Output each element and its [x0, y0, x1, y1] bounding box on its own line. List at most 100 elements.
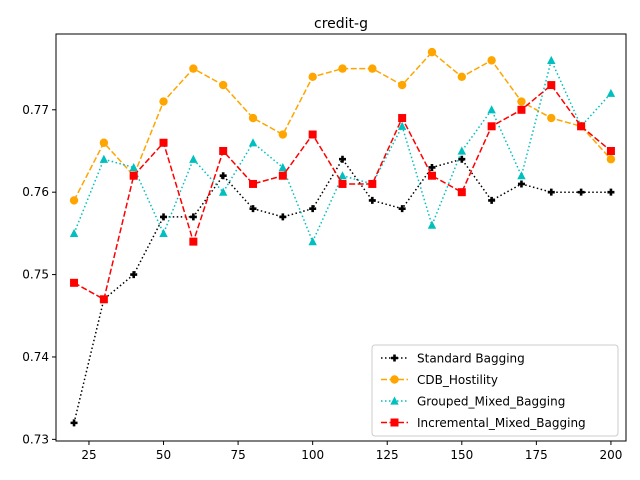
data-point [517, 180, 525, 188]
data-point [458, 155, 466, 163]
data-point [547, 55, 556, 64]
x-tick-label: 200 [599, 448, 622, 462]
data-point [189, 154, 198, 163]
data-point [308, 72, 317, 82]
y-tick-label: 0.76 [22, 185, 49, 199]
data-point [308, 130, 317, 139]
legend: Standard Bagging CDB_Hostility Grouped_Mix… [371, 344, 619, 437]
data-point [159, 138, 168, 147]
legend-marker-grouped-mixed-bagging [390, 396, 399, 405]
series-standard-bagging [70, 155, 615, 427]
data-point [517, 105, 526, 114]
data-point [130, 271, 138, 279]
data-point [487, 122, 496, 131]
legend-marker-standard-bagging [391, 354, 398, 362]
data-point [368, 179, 377, 188]
data-point [338, 155, 346, 163]
x-tick-label: 175 [525, 448, 548, 462]
legend-label-grouped-mixed-bagging: Grouped_Mixed_Bagging [417, 395, 565, 409]
data-point [606, 155, 616, 164]
data-point [577, 188, 585, 196]
data-point [457, 146, 467, 155]
data-point [249, 205, 257, 213]
data-point [99, 138, 109, 147]
x-axis: 25 50 75 100 125 150 175 200 [81, 441, 622, 462]
data-point [219, 146, 228, 155]
data-point [248, 113, 258, 123]
data-point [218, 80, 228, 90]
data-point [368, 196, 376, 204]
data-point [427, 47, 437, 57]
x-tick-label: 75 [230, 448, 245, 462]
data-point [189, 237, 198, 246]
data-point [278, 130, 288, 139]
data-point [338, 171, 347, 180]
data-point [398, 114, 407, 123]
data-point [159, 228, 168, 237]
y-tick-label: 0.75 [22, 268, 49, 282]
data-point [278, 162, 288, 172]
data-point [99, 154, 109, 163]
data-point [457, 188, 466, 197]
data-point [70, 278, 79, 287]
data-point [219, 172, 227, 180]
data-point [99, 295, 108, 304]
plot-series [69, 47, 616, 427]
data-point [517, 97, 526, 106]
data-point [606, 146, 615, 155]
data-point [397, 121, 407, 130]
y-tick-label: 0.74 [22, 350, 49, 364]
series-incremental-mixed-bagging [70, 81, 615, 304]
legend-box [371, 344, 619, 437]
data-point [517, 171, 526, 180]
data-point [547, 81, 556, 90]
data-point [308, 237, 317, 246]
y-tick-label: 0.77 [22, 103, 49, 117]
data-point [189, 64, 198, 73]
data-point [249, 179, 258, 188]
y-tick-label: 0.73 [22, 432, 49, 446]
chart-title: credit-g [314, 16, 368, 32]
legend-marker-incremental-mixed-bagging [390, 418, 399, 427]
x-tick-label: 25 [81, 448, 96, 462]
data-point [338, 179, 347, 188]
data-point [129, 171, 138, 180]
x-tick-label: 50 [156, 448, 171, 462]
data-point [160, 213, 168, 221]
data-point [69, 196, 79, 205]
legend-marker-cdb-hostility [390, 375, 399, 384]
data-point [368, 64, 377, 73]
legend-label-cdb-hostility: CDB_Hostility [417, 373, 498, 387]
data-point [577, 122, 586, 131]
data-point [427, 220, 437, 229]
data-point [487, 105, 496, 114]
data-point [488, 196, 496, 204]
data-point [159, 97, 168, 106]
data-point [397, 80, 407, 90]
data-point [218, 187, 228, 196]
x-tick-label: 125 [376, 448, 399, 462]
legend-label-incremental-mixed-bagging: Incremental_Mixed_Bagging [417, 416, 586, 430]
data-point [398, 205, 406, 213]
data-point [70, 419, 78, 427]
data-point [427, 171, 436, 180]
data-point [248, 138, 258, 147]
data-point [278, 171, 287, 180]
plot-frame [55, 33, 627, 442]
data-point [487, 56, 496, 65]
data-point [606, 88, 616, 97]
data-point [69, 228, 79, 237]
x-tick-label: 100 [301, 448, 324, 462]
legend-label-standard-bagging: Standard Bagging [417, 352, 525, 366]
data-point [189, 213, 197, 221]
data-point [547, 113, 556, 123]
data-point [129, 162, 138, 172]
data-point [279, 213, 287, 221]
y-axis: 0.73 0.74 0.75 0.76 0.77 [22, 103, 56, 446]
data-point [338, 64, 347, 73]
data-point [547, 188, 555, 196]
data-point [607, 188, 615, 196]
x-tick-label: 150 [450, 448, 473, 462]
data-point [428, 163, 436, 171]
